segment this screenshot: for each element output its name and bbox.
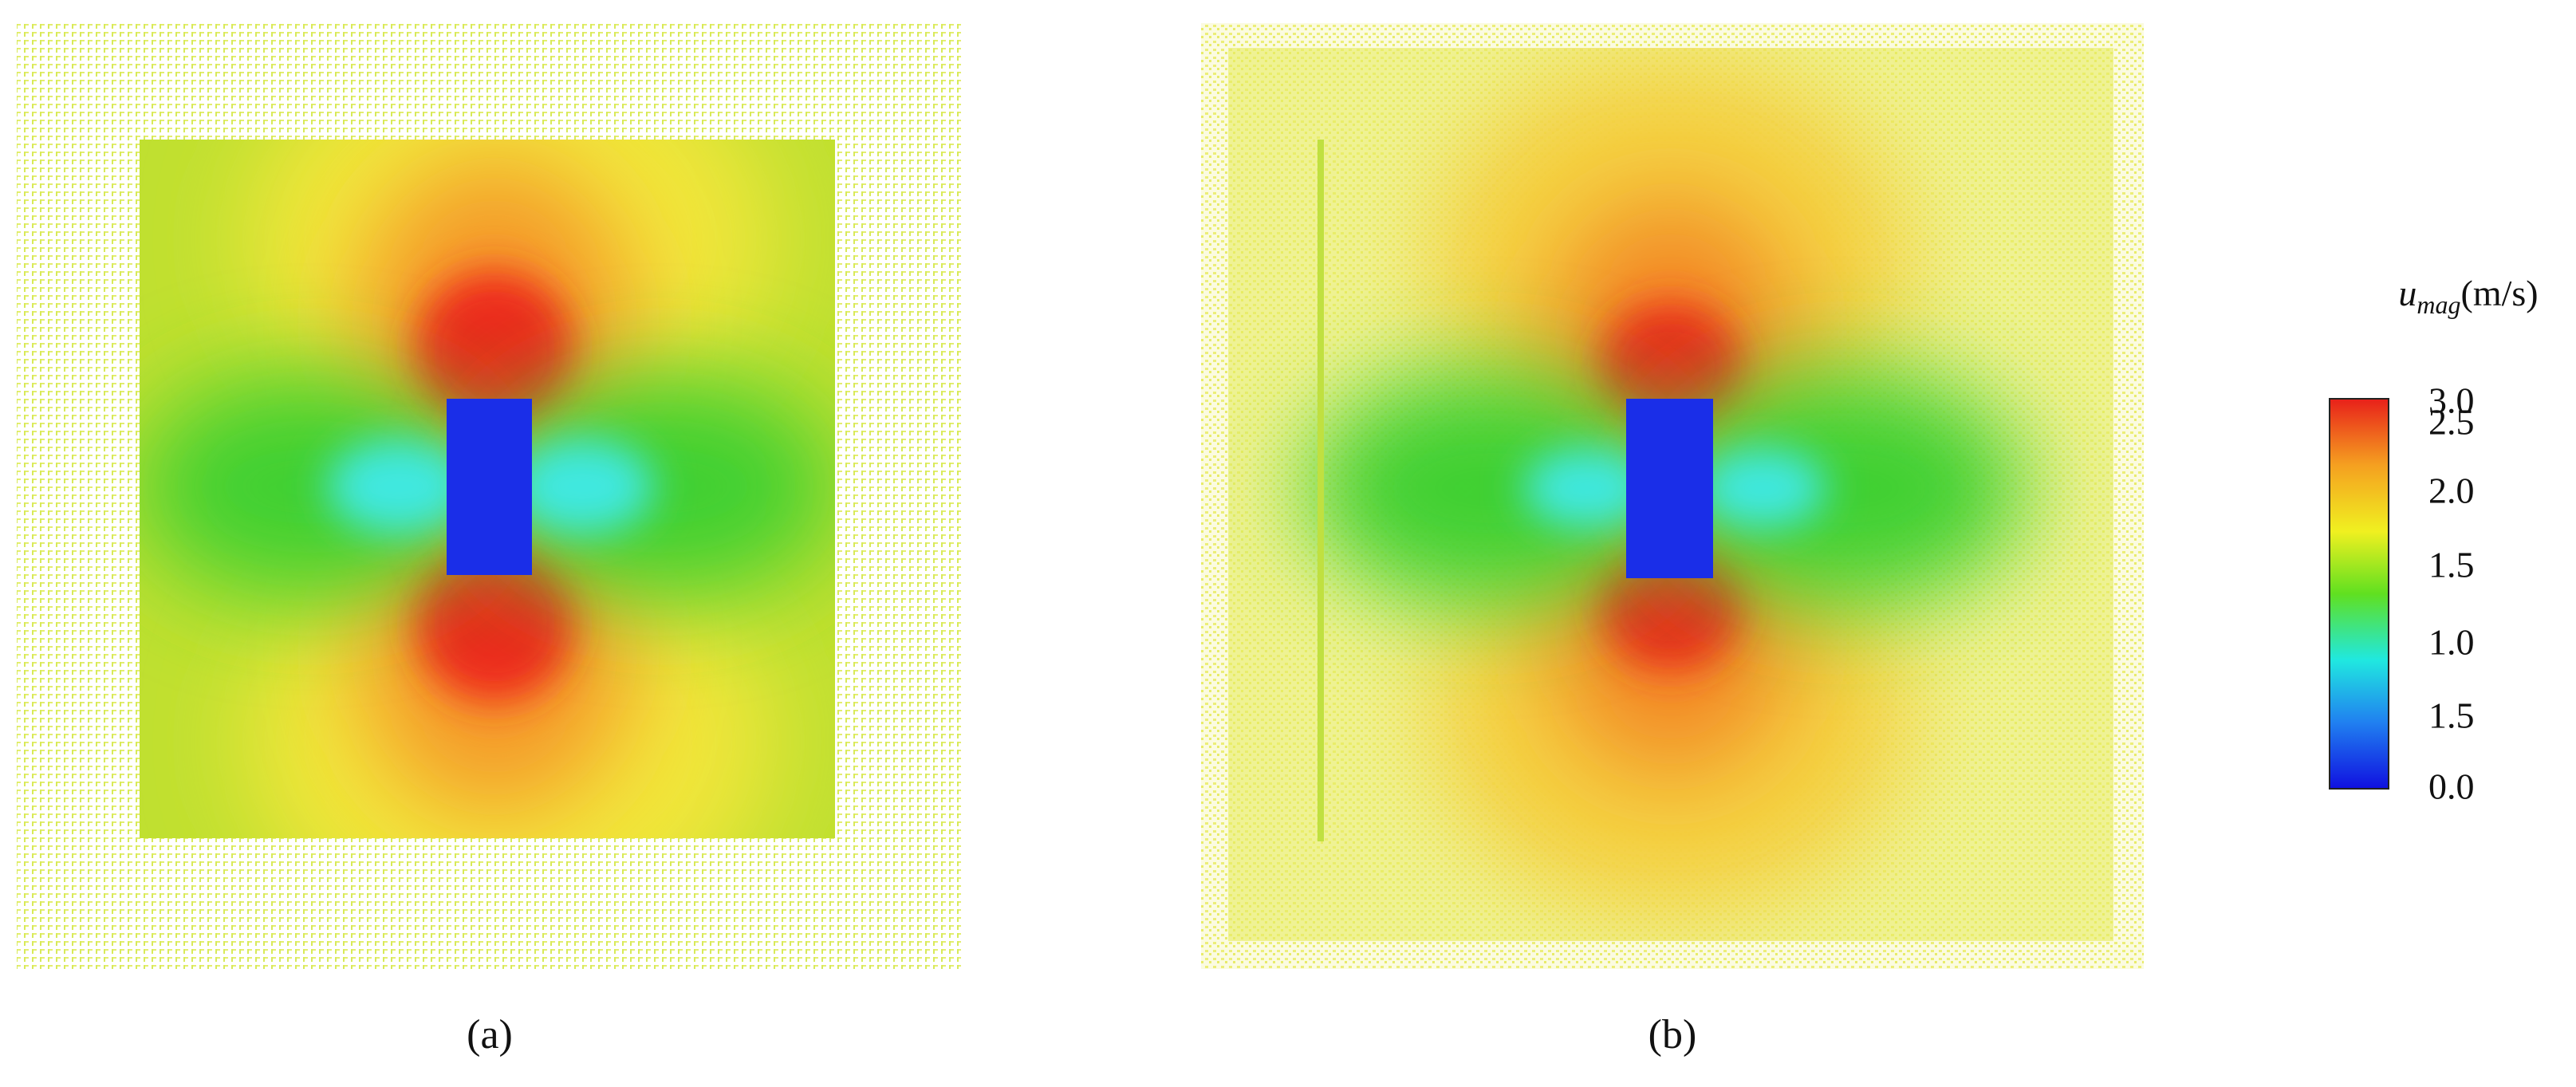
- colorbar-symbol: u: [2398, 273, 2416, 313]
- colorbar-unit: (m/s): [2461, 273, 2539, 313]
- colorbar-label: 1.0: [2428, 622, 2475, 663]
- colorbar-subscript: mag: [2416, 290, 2460, 319]
- colorbar-label: 2.5: [2428, 402, 2475, 443]
- colorbar-title: umag(m/s): [2398, 273, 2538, 320]
- colorbar: [2329, 398, 2389, 790]
- colorbar-label: 0.0: [2428, 766, 2475, 807]
- colorbar-label: 2.0: [2428, 471, 2475, 511]
- panel-label: (b): [1648, 1012, 1697, 1057]
- colorbar-label: 3.0: [2428, 380, 2475, 421]
- panel-label: (a): [467, 1012, 513, 1057]
- panel-b-field: [1201, 23, 2144, 969]
- colorbar-label: 1.5: [2428, 545, 2475, 585]
- colorbar-label: 1.5: [2428, 695, 2475, 736]
- panel-a-field: [17, 23, 961, 969]
- colorbar-labels: 3.02.5 2.0 1.5 1.0 1.5 0.0: [2428, 380, 2475, 807]
